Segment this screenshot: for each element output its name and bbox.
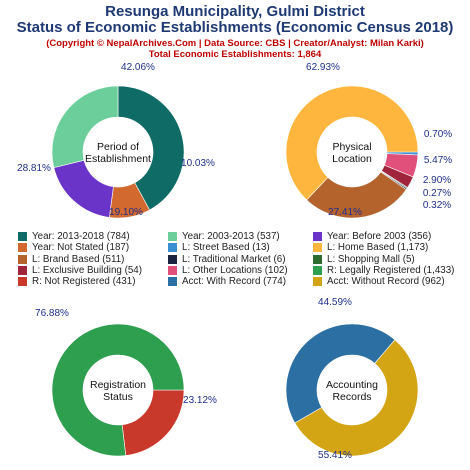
legend-item: Year: Not Stated (187) bbox=[18, 242, 168, 253]
legend-swatch bbox=[313, 232, 322, 242]
percent-label: 42.06% bbox=[121, 62, 155, 73]
legend-item: L: Other Locations (102) bbox=[168, 265, 313, 276]
legend-item: R: Not Registered (431) bbox=[18, 276, 168, 287]
legend-label: Year: Before 2003 (356) bbox=[327, 231, 432, 243]
percent-label: 23.12% bbox=[183, 395, 217, 406]
legend-label: L: Other Locations (102) bbox=[182, 265, 288, 277]
percent-label: 5.47% bbox=[424, 155, 452, 166]
legend-swatch bbox=[313, 266, 322, 276]
legend-label: R: Legally Registered (1,433) bbox=[327, 265, 455, 277]
legend-label: L: Traditional Market (6) bbox=[182, 253, 286, 265]
legend-swatch bbox=[313, 243, 322, 253]
legend-item: Year: Before 2003 (356) bbox=[313, 231, 458, 242]
legend-item: Year: 2013-2018 (784) bbox=[18, 231, 168, 242]
legend-swatch bbox=[18, 254, 27, 264]
legend-label: Acct: With Record (774) bbox=[182, 276, 286, 288]
legend-label: Year: 2013-2018 (784) bbox=[32, 231, 130, 243]
percent-label: 2.90% bbox=[423, 175, 451, 186]
legend-swatch bbox=[313, 254, 322, 264]
legend-item: L: Home Based (1,173) bbox=[313, 242, 458, 253]
legend-label: L: Exclusive Building (54) bbox=[32, 265, 142, 277]
percent-label: 0.27% bbox=[423, 188, 451, 199]
percent-label: 55.41% bbox=[318, 450, 352, 461]
percent-label: 62.93% bbox=[306, 62, 340, 73]
center-label: Establishment bbox=[85, 153, 151, 165]
percent-label: 28.81% bbox=[17, 163, 51, 174]
percent-label: 0.70% bbox=[424, 129, 452, 140]
legend-label: Acct: Without Record (962) bbox=[327, 276, 445, 288]
center-label: Period of bbox=[97, 141, 139, 153]
center-label: Accounting bbox=[326, 379, 378, 391]
percent-label: 19.10% bbox=[109, 207, 143, 218]
legend-label: Year: Not Stated (187) bbox=[32, 242, 130, 254]
legend-item: L: Brand Based (511) bbox=[18, 254, 168, 265]
legend-item: L: Street Based (13) bbox=[168, 242, 313, 253]
legend-item: Acct: With Record (774) bbox=[168, 276, 313, 287]
legend-label: L: Street Based (13) bbox=[182, 242, 270, 254]
legend-swatch bbox=[168, 254, 177, 264]
legend-item: Acct: Without Record (962) bbox=[313, 276, 458, 287]
legend-label: L: Brand Based (511) bbox=[32, 253, 125, 265]
center-label: Physical bbox=[332, 141, 371, 153]
center-label: Registration bbox=[90, 379, 146, 391]
total-line: Total Economic Establishments: 1,864 bbox=[148, 49, 322, 60]
legend-item: Year: 2003-2013 (537) bbox=[168, 231, 313, 242]
legend-swatch bbox=[18, 243, 27, 253]
legend-swatch bbox=[313, 277, 322, 287]
donut-hole bbox=[83, 117, 153, 187]
legend-label: L: Home Based (1,173) bbox=[327, 242, 429, 254]
percent-label: 0.32% bbox=[423, 200, 451, 211]
legend-swatch bbox=[18, 277, 27, 287]
center-label: Status bbox=[103, 391, 133, 403]
donut-hole bbox=[83, 355, 153, 425]
percent-label: 76.88% bbox=[35, 308, 69, 319]
percent-label: 44.59% bbox=[318, 297, 352, 308]
credit-line: (Copyright © NepalArchives.Com | Data So… bbox=[46, 38, 424, 49]
chart-subtitle: Status of Economic Establishments (Econo… bbox=[16, 19, 454, 36]
legend-swatch bbox=[168, 266, 177, 276]
legend-swatch bbox=[168, 232, 177, 242]
legend-item: L: Exclusive Building (54) bbox=[18, 265, 168, 276]
legend-item: R: Legally Registered (1,433) bbox=[313, 265, 458, 276]
center-label: Location bbox=[332, 153, 372, 165]
legend: Year: 2013-2018 (784) Year: 2003-2013 (53… bbox=[18, 231, 458, 287]
chart-title: Resunga Municipality, Gulmi District bbox=[105, 3, 365, 20]
donut-hole bbox=[317, 355, 387, 425]
legend-swatch bbox=[18, 266, 27, 276]
legend-swatch bbox=[168, 243, 177, 253]
legend-label: L: Shopping Mall (5) bbox=[327, 253, 415, 265]
center-label: Records bbox=[332, 391, 371, 403]
legend-label: R: Not Registered (431) bbox=[32, 276, 136, 288]
legend-item: L: Shopping Mall (5) bbox=[313, 254, 458, 265]
legend-label: Year: 2003-2013 (537) bbox=[182, 231, 280, 243]
donut-hole bbox=[317, 117, 387, 187]
percent-label: 27.41% bbox=[328, 207, 362, 218]
legend-swatch bbox=[168, 277, 177, 287]
legend-item: L: Traditional Market (6) bbox=[168, 254, 313, 265]
percent-label: 10.03% bbox=[181, 158, 215, 169]
legend-swatch bbox=[18, 232, 27, 242]
